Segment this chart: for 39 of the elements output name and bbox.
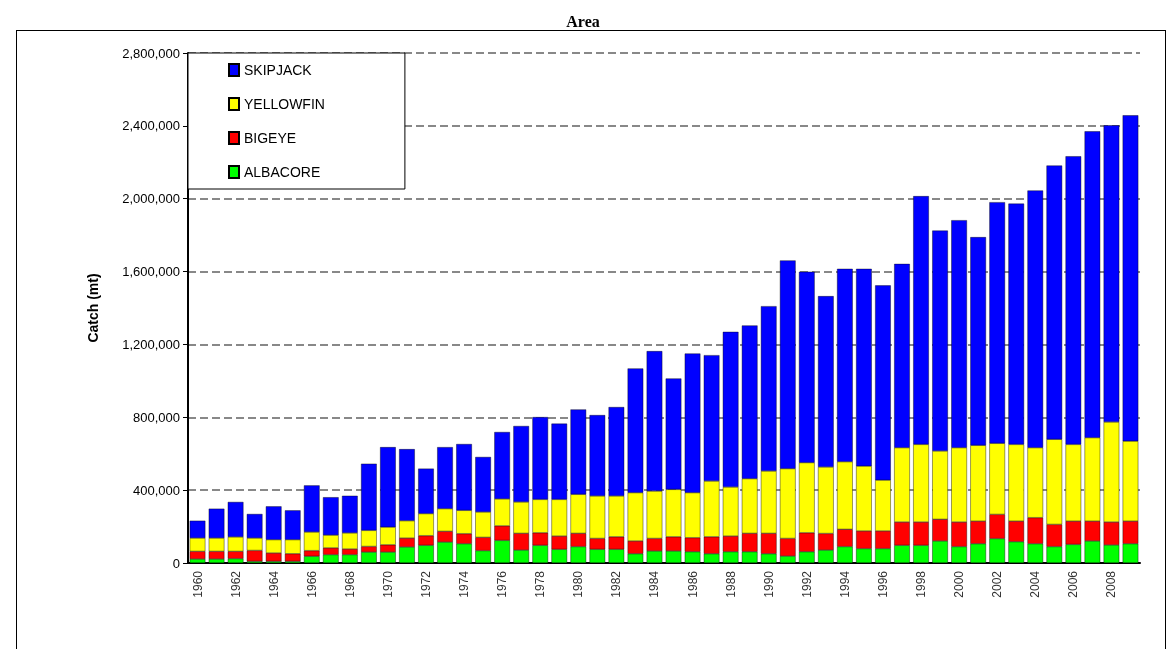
x-tick-label: 1978 bbox=[533, 570, 548, 598]
x-tick-label: 1982 bbox=[609, 570, 624, 598]
x-tick-label: 1974 bbox=[457, 570, 472, 598]
x-tick-label: 1980 bbox=[571, 570, 586, 598]
legend-label: YELLOWFIN bbox=[244, 96, 325, 112]
x-tick-label: 1962 bbox=[228, 570, 243, 598]
y-tick-label: 2,400,000 bbox=[122, 118, 180, 134]
legend-label: BIGEYE bbox=[244, 130, 297, 146]
x-tick-label: 2006 bbox=[1066, 570, 1081, 598]
y-tick-label: 1,200,000 bbox=[122, 336, 180, 352]
x-tick-label: 1970 bbox=[380, 570, 395, 598]
x-tick-label: 1990 bbox=[761, 570, 776, 598]
x-tick-label: 1992 bbox=[799, 570, 814, 598]
x-tick-label: 1986 bbox=[685, 570, 700, 598]
y-tick-label: 2,000,000 bbox=[122, 191, 180, 207]
y-tick-label: 1,600,000 bbox=[122, 264, 180, 280]
y-tick-label: 0 bbox=[172, 555, 180, 571]
x-tick-label: 2000 bbox=[952, 570, 967, 598]
x-tick-label: 1996 bbox=[875, 570, 890, 598]
x-tick-label: 1976 bbox=[495, 570, 510, 598]
x-tick-label: 2002 bbox=[990, 570, 1005, 598]
chart-title: Area bbox=[566, 12, 600, 30]
x-tick-label: 1972 bbox=[419, 570, 433, 598]
x-tick-label: 2008 bbox=[1104, 570, 1119, 598]
y-tick-label: 800,000 bbox=[133, 409, 180, 425]
x-tick-label: 1998 bbox=[914, 570, 929, 598]
x-tick-label: 1988 bbox=[723, 570, 738, 598]
y-tick-label: 400,000 bbox=[133, 482, 180, 498]
legend-label: SKIPJACK bbox=[244, 62, 313, 78]
x-tick-label: 1968 bbox=[342, 570, 357, 598]
x-tick-label: 1966 bbox=[304, 570, 319, 598]
x-tick-label: 1960 bbox=[190, 570, 205, 598]
legend-label: ALBACORE bbox=[244, 164, 321, 180]
x-tick-label: 1964 bbox=[266, 570, 281, 598]
x-tick-label: 2004 bbox=[1028, 570, 1043, 598]
y-axis-title: Catch (mt) bbox=[85, 273, 101, 343]
x-tick-label: 1994 bbox=[837, 570, 852, 598]
x-tick-label: 1984 bbox=[647, 570, 662, 598]
y-tick-label: 2,800,000 bbox=[122, 45, 180, 61]
